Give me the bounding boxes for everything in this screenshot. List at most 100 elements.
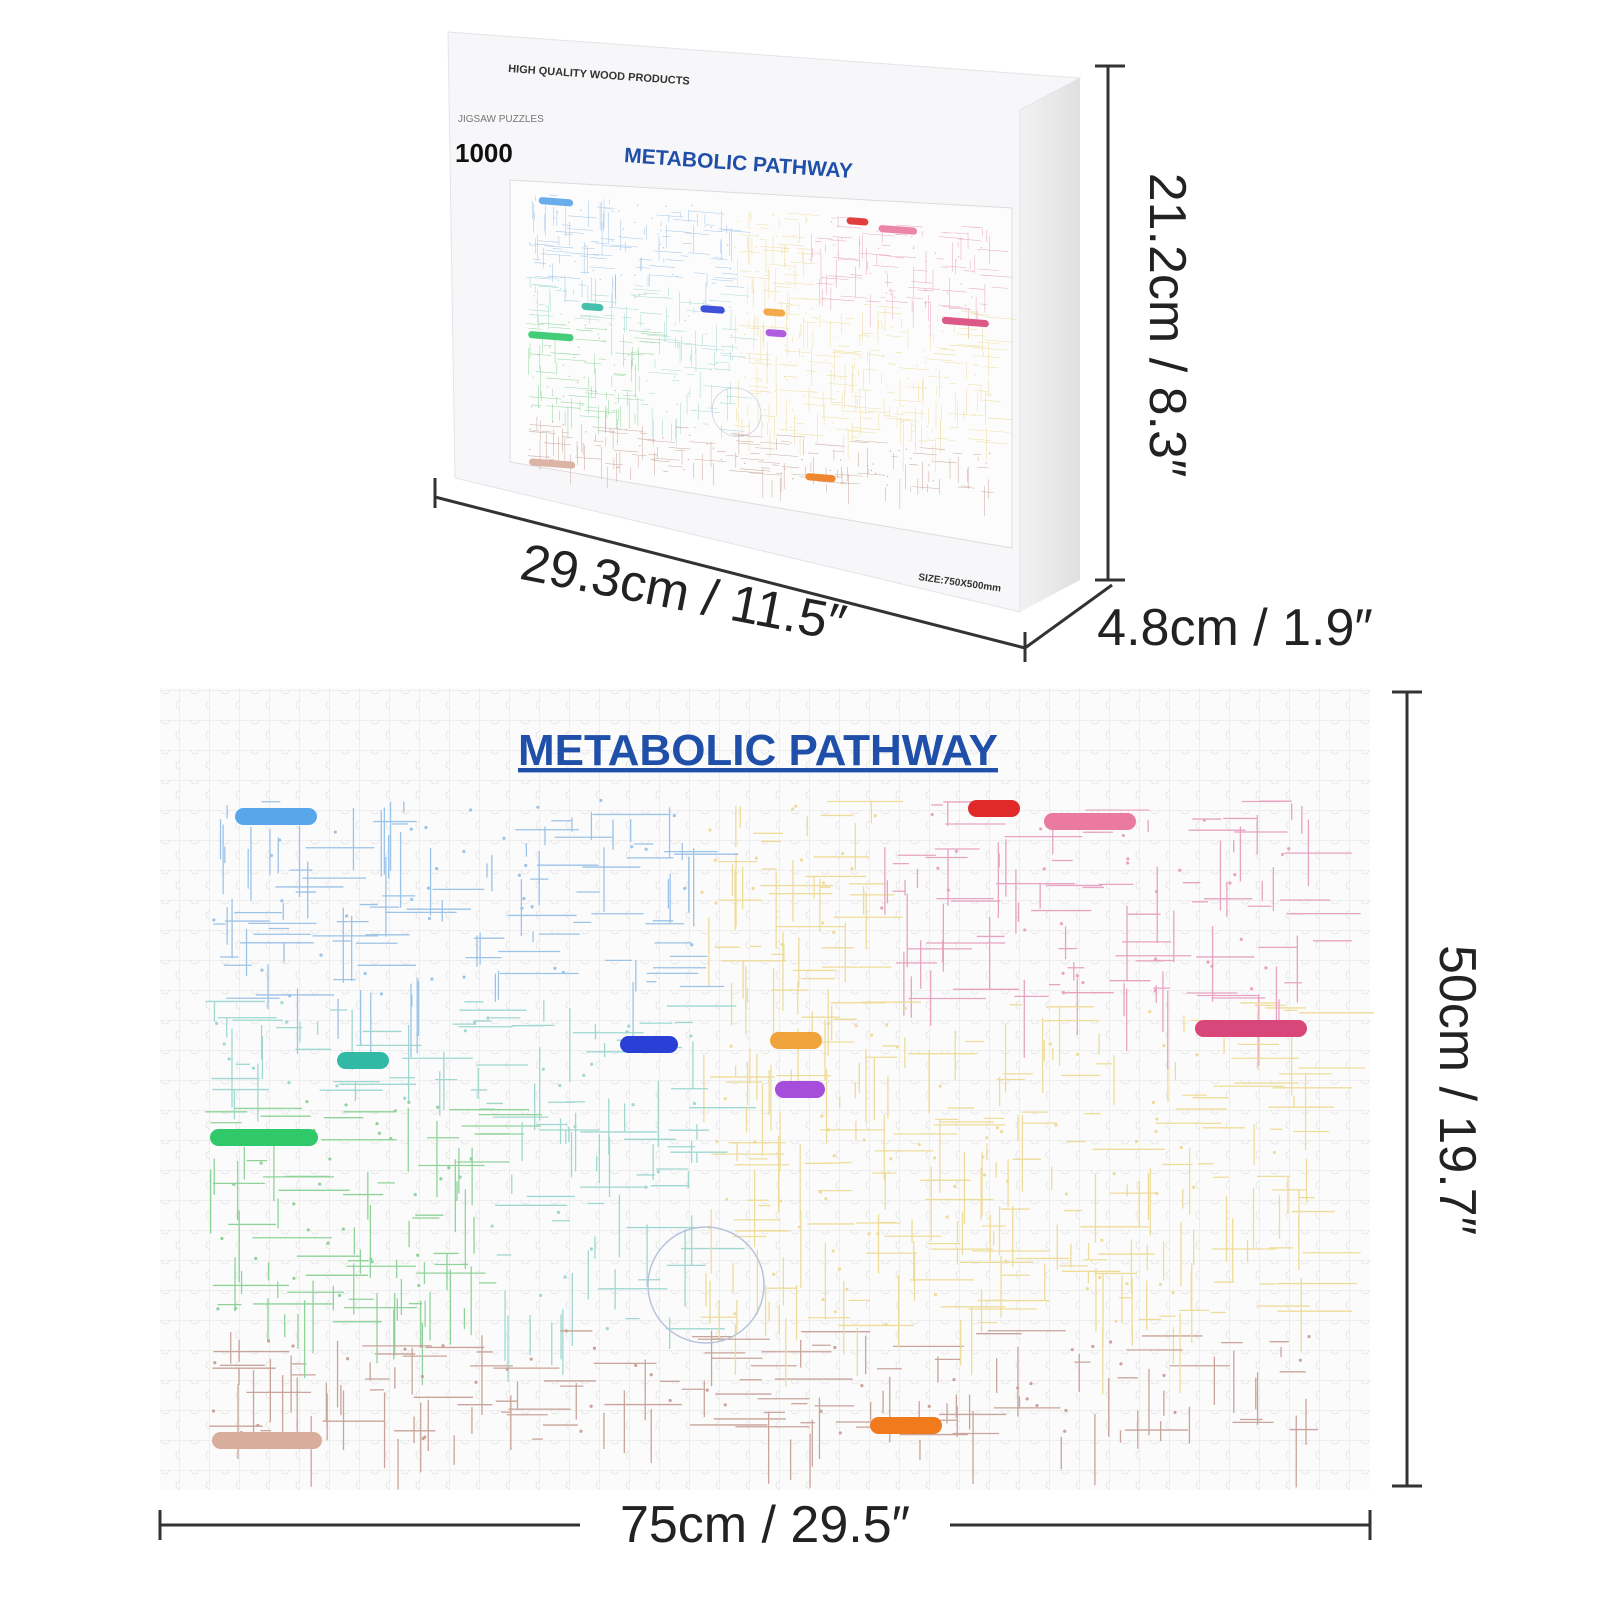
- pathway-node: [524, 863, 528, 868]
- pathway-node: [393, 1109, 397, 1113]
- pathway-node: [1272, 1150, 1276, 1155]
- pathway-node: [417, 1283, 421, 1288]
- pathway-node: [346, 1357, 350, 1361]
- pathway-node: [995, 1126, 1000, 1130]
- pathway-node: [1121, 833, 1125, 838]
- pathway-node: [1155, 1191, 1159, 1196]
- pathway-node: [424, 825, 428, 830]
- puzzle-title: METABOLIC PATHWAY: [518, 726, 998, 775]
- pathway-node: [1233, 873, 1237, 877]
- puzzle-height-label: 50cm / 19.7″: [1428, 945, 1486, 1235]
- pathway-node: [714, 901, 718, 905]
- pathway-node: [553, 966, 557, 970]
- depth-line: [1024, 583, 1113, 650]
- pathway-node: [1048, 1042, 1052, 1046]
- pathway-node: [917, 1142, 921, 1147]
- pathway-node: [573, 1124, 577, 1129]
- box-side: [1020, 78, 1080, 612]
- pathway-node: [370, 1260, 374, 1264]
- pathway-node: [436, 1105, 440, 1109]
- pathway-node: [420, 1374, 424, 1379]
- pathway-node: [729, 1044, 733, 1048]
- pathway-category-pill: [212, 1432, 322, 1449]
- pathway-node: [259, 1161, 263, 1165]
- pathway-node: [1280, 852, 1285, 857]
- pathway-node: [705, 1388, 709, 1392]
- pathway-category-pill: [775, 1081, 825, 1098]
- pathway-node: [903, 1006, 907, 1010]
- pathway-node: [269, 853, 273, 857]
- pathway-node: [530, 905, 534, 909]
- pathway-node: [981, 1155, 985, 1159]
- pathway-node: [733, 1312, 737, 1316]
- pathway-node: [1016, 1386, 1020, 1390]
- pathway-node: [832, 1154, 836, 1158]
- pathway-node: [1063, 1429, 1067, 1433]
- pathway-node: [649, 1373, 653, 1377]
- pathway-node: [1202, 818, 1206, 822]
- pathway-node: [291, 1344, 295, 1348]
- pathway-node: [831, 1249, 835, 1253]
- pathway-node: [369, 1257, 373, 1261]
- pathway-node: [954, 849, 958, 853]
- pathway-node: [1023, 928, 1027, 932]
- pathway-node: [407, 1100, 411, 1104]
- pathway-node: [833, 1345, 837, 1350]
- pathway-node: [1154, 1129, 1158, 1134]
- pathway-node: [409, 827, 413, 831]
- pathway-node: [522, 897, 526, 901]
- pathway-node: [820, 1114, 824, 1118]
- pathway-node: [403, 1096, 407, 1100]
- pathway-category-pill: [968, 800, 1020, 817]
- pathway-node: [821, 881, 826, 885]
- pathway-node: [211, 1409, 216, 1413]
- pathway-node: [472, 1020, 477, 1024]
- pathway-node: [216, 1307, 220, 1311]
- puzzle-box: HIGH QUALITY WOOD PRODUCTS JIGSAW PUZZLE…: [447, 31, 1082, 613]
- box-pieces: 1000: [455, 138, 513, 168]
- pathway-node: [1025, 1397, 1029, 1401]
- pathway-node: [490, 1224, 494, 1228]
- pathway-node: [1151, 1100, 1155, 1105]
- pathway-node: [1179, 1145, 1183, 1150]
- pathway-node: [754, 856, 758, 860]
- pathway-node: [862, 1138, 866, 1142]
- pathway-node: [287, 1081, 291, 1085]
- pathway-node: [780, 942, 784, 947]
- pathway-node: [952, 1378, 956, 1382]
- pathway-node: [486, 1016, 490, 1020]
- pathway-node: [441, 1344, 445, 1348]
- pathway-node: [1228, 881, 1232, 885]
- puzzle-pieces: [160, 688, 1370, 1490]
- pathway-node: [1192, 1185, 1196, 1189]
- pathway-node: [821, 921, 825, 925]
- puzzle-dimension-lines: [158, 690, 1422, 1540]
- pathway-node: [692, 1101, 696, 1106]
- pathway-node: [627, 1024, 631, 1028]
- pathway-node: [344, 1103, 348, 1107]
- pathway-node: [427, 916, 432, 921]
- pathway-node: [227, 1057, 231, 1061]
- pathway-node: [837, 1267, 841, 1271]
- pathway-node: [1100, 1238, 1104, 1242]
- pathway-node: [536, 805, 540, 809]
- pathway-node: [326, 1241, 330, 1245]
- pathway-node: [605, 1327, 609, 1331]
- pathway-node: [1249, 987, 1254, 991]
- pathway-node: [421, 1436, 425, 1441]
- pathway-node: [824, 1197, 828, 1201]
- pathway-node: [999, 1130, 1004, 1134]
- pathway-node: [389, 1136, 393, 1141]
- pathway-node: [885, 1023, 889, 1027]
- pathway-node: [953, 1184, 957, 1189]
- pathway-node: [860, 1384, 864, 1388]
- pathway-node: [582, 1073, 586, 1077]
- pathway-node: [1287, 847, 1291, 851]
- pathway-node: [419, 1344, 423, 1348]
- pathway-node: [416, 1253, 420, 1257]
- pathway-category-pill: [870, 1417, 942, 1434]
- pathway-node: [337, 1293, 342, 1298]
- pathway-node: [517, 873, 521, 877]
- pathway-map: [205, 798, 1374, 1490]
